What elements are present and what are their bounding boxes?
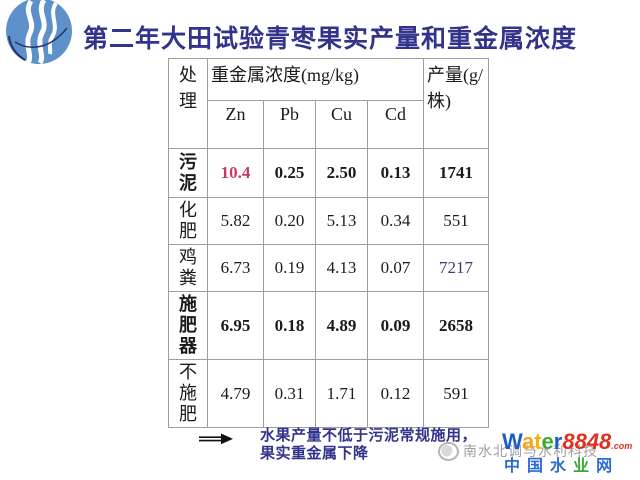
cell-cd: 0.09 — [367, 291, 424, 360]
china-water-site-name: 中国水业网 — [504, 452, 612, 476]
table-row: 不施肥 4.79 0.31 1.71 0.12 591 — [168, 359, 489, 428]
row-label: 不施肥 — [168, 359, 208, 428]
site-letter: 网 — [596, 458, 613, 475]
cell-cu: 4.13 — [315, 244, 368, 292]
header-cu: Cu — [315, 100, 368, 149]
cell-pb: 0.25 — [263, 148, 316, 198]
cell-zn: 6.95 — [207, 291, 264, 360]
cell-cu: 5.13 — [315, 197, 368, 245]
cell-cu: 4.89 — [315, 291, 368, 360]
cell-cu: 1.71 — [315, 359, 368, 428]
cell-cd: 0.34 — [367, 197, 424, 245]
cell-yield: 551 — [423, 197, 489, 245]
header-treatment: 处理 — [168, 58, 208, 149]
cell-cd: 0.12 — [367, 359, 424, 428]
table-subheader-row: Zn Pb Cu Cd — [169, 100, 489, 149]
header-pb: Pb — [263, 100, 316, 149]
header-metals-group: 重金属浓度(mg/kg) — [207, 58, 424, 101]
header-cd: Cd — [367, 100, 424, 149]
cell-zn: 4.79 — [207, 359, 264, 428]
logo-dotcom: .com — [611, 441, 633, 451]
row-label: 鸡粪 — [168, 244, 208, 292]
cell-pb: 0.18 — [263, 291, 316, 360]
journal-emblem-icon — [438, 441, 459, 461]
logo-letter: t — [534, 429, 542, 454]
logo-letter: r — [553, 429, 563, 454]
cell-cu: 2.50 — [315, 148, 368, 198]
logo-letter: W — [502, 429, 522, 454]
journal-watermark: 南水北调与水利科技 — [438, 441, 598, 461]
cell-zn: 6.73 — [207, 244, 264, 292]
table-row: 施肥器 6.95 0.18 4.89 0.09 2658 — [168, 291, 489, 360]
site-letter: 国 — [527, 458, 544, 475]
cell-zn: 10.4 — [207, 148, 264, 198]
cell-yield: 591 — [423, 359, 489, 428]
logo-letter: a — [521, 429, 535, 454]
site-letter: 中 — [504, 458, 521, 475]
cell-pb: 0.31 — [263, 359, 316, 428]
row-label: 化肥 — [168, 197, 208, 245]
cell-pb: 0.20 — [263, 197, 316, 245]
cell-yield: 7217 — [423, 244, 489, 292]
cell-cd: 0.07 — [367, 244, 424, 292]
site-letter: 业 — [573, 458, 590, 475]
cell-yield: 2658 — [423, 291, 489, 360]
header-zn: Zn — [207, 100, 264, 149]
cell-yield: 1741 — [423, 148, 489, 198]
water-swirl-logo-icon — [3, 0, 75, 66]
annotation-line-2: 果实重金属下降 — [260, 446, 369, 462]
row-label: 污泥 — [168, 148, 208, 198]
row-label: 施肥器 — [168, 291, 208, 360]
table-row: 鸡粪 6.73 0.19 4.13 0.07 7217 — [168, 244, 489, 292]
logo-letter: e — [541, 429, 554, 454]
header-yield: 产量(g/株) — [423, 58, 489, 149]
cell-cd: 0.13 — [367, 148, 424, 198]
table-row: 化肥 5.82 0.20 5.13 0.34 551 — [168, 197, 489, 245]
results-table: 处理 重金属浓度(mg/kg) 产量(g/株) Zn Pb Cu Cd 污泥 1… — [168, 58, 489, 428]
table-row: 污泥 10.4 0.25 2.50 0.13 1741 — [168, 148, 489, 198]
annotation-line-1: 水果产量不低于污泥常规施用， — [260, 428, 478, 444]
cell-zn: 5.82 — [207, 197, 264, 245]
right-arrow-icon — [199, 432, 233, 450]
water8848-logo: Water8848.com — [502, 429, 632, 455]
cell-pb: 0.19 — [263, 244, 316, 292]
conclusion-annotation: 水果产量不低于污泥常规施用， 果实重金属下降 — [199, 427, 477, 463]
annotation-text: 水果产量不低于污泥常规施用， 果实重金属下降 — [260, 427, 477, 463]
journal-watermark-text: 南水北调与水利科技 — [463, 443, 598, 459]
table-header-row: 处理 重金属浓度(mg/kg) 产量(g/株) — [168, 58, 489, 149]
site-letter: 水 — [550, 458, 567, 475]
logo-number: 8848 — [562, 429, 612, 454]
page-title: 第二年大田试验青枣果实产量和重金属浓度 — [82, 26, 577, 53]
